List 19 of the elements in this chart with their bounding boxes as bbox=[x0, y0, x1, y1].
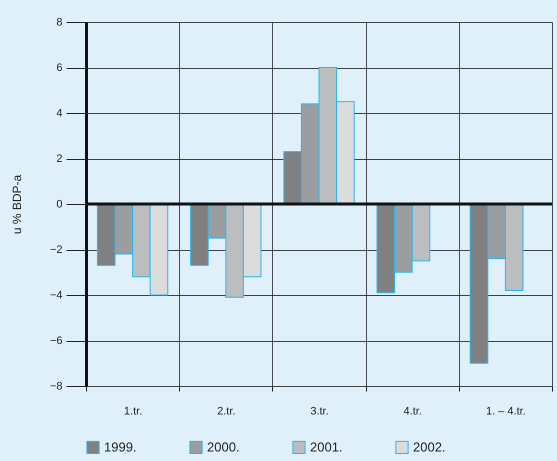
legend-label: 1999. bbox=[104, 439, 137, 454]
x-tick-label: 4.tr. bbox=[404, 406, 422, 418]
y-tick-label: 2 bbox=[56, 153, 62, 165]
x-tick-label: 2.tr. bbox=[217, 406, 236, 418]
y-tick-label: −2 bbox=[50, 244, 62, 256]
x-tick-label: 1. – 4.tr. bbox=[486, 406, 526, 418]
x-tick-label: 3.tr. bbox=[310, 406, 329, 418]
y-tick-label: −6 bbox=[50, 335, 62, 347]
y-tick-label: 0 bbox=[56, 198, 62, 210]
y-tick-label: −4 bbox=[50, 290, 62, 302]
y-tick-label: 6 bbox=[56, 62, 62, 74]
legend-label: 2001. bbox=[310, 439, 343, 454]
y-axis-title: u % BDP-a bbox=[10, 174, 24, 234]
x-tick-label: 1.tr. bbox=[124, 406, 142, 418]
y-tick-label: −8 bbox=[50, 380, 62, 392]
y-tick-label: 4 bbox=[56, 108, 62, 120]
y-tick-label: 8 bbox=[56, 16, 62, 28]
legend-label: 2002. bbox=[413, 439, 446, 454]
legend-label: 2000. bbox=[207, 439, 240, 454]
